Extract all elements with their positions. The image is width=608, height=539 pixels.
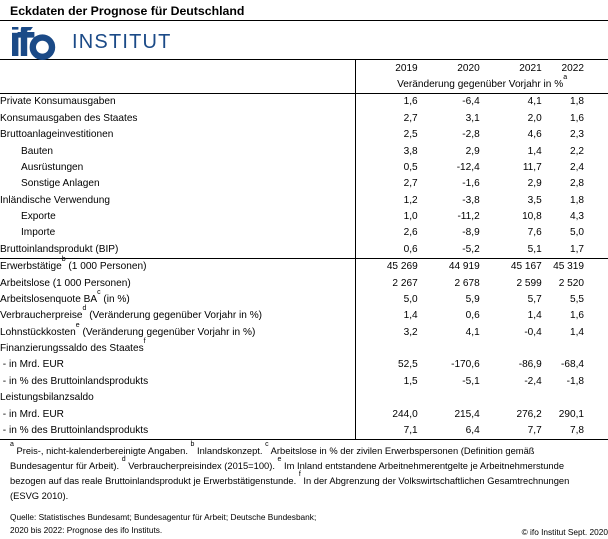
svg-text:INSTITUT: INSTITUT — [72, 31, 172, 53]
